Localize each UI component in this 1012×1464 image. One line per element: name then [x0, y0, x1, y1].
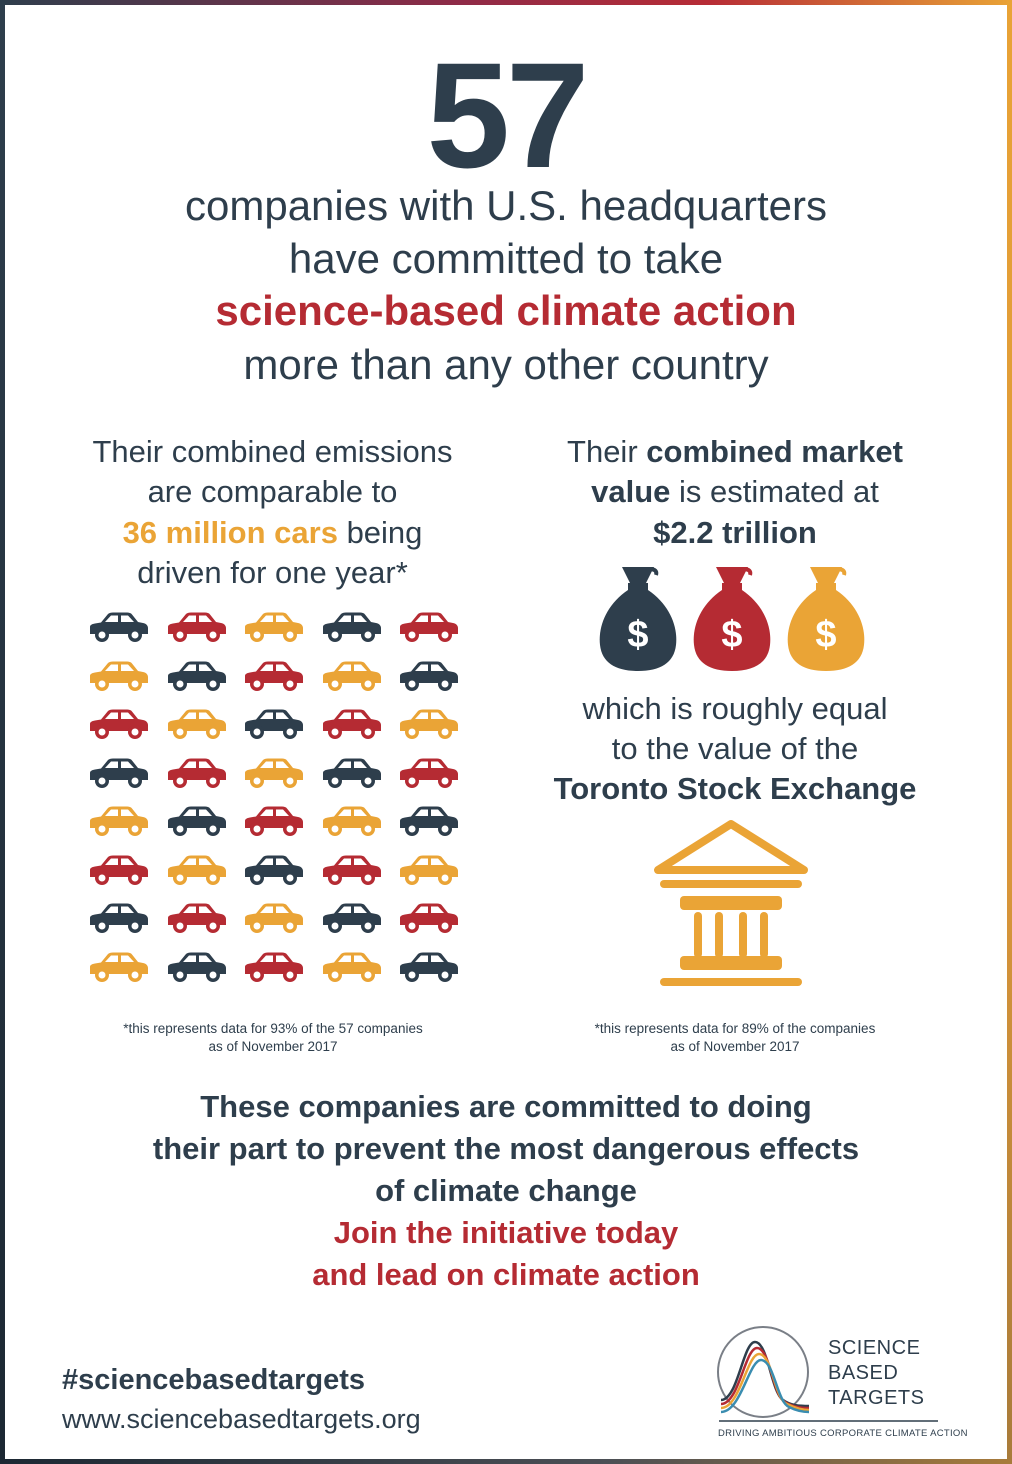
car-icon: [245, 758, 303, 788]
car-icon: [322, 612, 381, 642]
car-icon: [90, 903, 148, 933]
car-icon: [245, 855, 303, 885]
money-bag-icon: $: [787, 567, 865, 671]
market-footnote: *this represents data for 89% of the com…: [560, 1020, 910, 1056]
car-icon: [167, 661, 226, 691]
car-icon: [167, 758, 226, 788]
car-icon: [90, 661, 148, 691]
car-icon: [400, 903, 458, 933]
market-line1-bold: combined market: [646, 434, 903, 469]
emissions-line3-rest: being: [337, 515, 423, 550]
stock-exchange-building-icon: [654, 820, 808, 986]
car-icon: [167, 709, 226, 739]
cta-line1: Join the initiative today: [333, 1215, 679, 1250]
car-icon: [90, 612, 148, 642]
market-line1: Their combined market: [525, 432, 945, 472]
market-equal-line2: to the value of the: [611, 731, 859, 766]
logo-line2: BASED: [828, 1362, 899, 1384]
emissions-footnote: *this represents data for 93% of the 57 …: [88, 1020, 458, 1056]
car-icon: [167, 806, 226, 836]
car-icon: [245, 709, 303, 739]
car-icon: [90, 709, 148, 739]
headline-line4: more than any other country: [243, 341, 769, 388]
car-icon: [167, 952, 226, 982]
headline-number: 57: [426, 31, 590, 199]
closing-line2: their part to prevent the most dangerous…: [152, 1131, 860, 1166]
logo-tagline: DRIVING AMBITIOUS CORPORATE CLIMATE ACTI…: [718, 1428, 968, 1439]
emissions-footnote-line1: *this represents data for 93% of the 57 …: [123, 1021, 423, 1036]
money-bag-icon: $: [693, 567, 771, 671]
closing-line3: of climate change: [375, 1173, 637, 1208]
market-line2: value is estimated at: [525, 472, 945, 512]
car-icon: [400, 661, 458, 691]
car-icon: [322, 709, 381, 739]
car-icon: [245, 806, 303, 836]
car-icon: [400, 758, 458, 788]
car-icon: [245, 661, 303, 691]
logo-wordmark: SCIENCE BASED TARGETS: [828, 1336, 924, 1411]
car-icon: [245, 612, 303, 642]
logo-line1: SCIENCE: [828, 1337, 921, 1359]
car-icon: [90, 855, 148, 885]
frame-border-left: [0, 0, 5, 1464]
frame-border-bottom: [0, 1459, 1012, 1464]
frame-border-top: [0, 0, 1012, 5]
market-line2-rest: is estimated at: [670, 474, 879, 509]
emissions-line2: are comparable to: [147, 474, 398, 509]
market-line2-bold: value: [591, 474, 671, 509]
car-icon: [322, 661, 381, 691]
car-icon: [245, 903, 303, 933]
market-equal-line1: which is roughly equal: [582, 691, 888, 726]
car-icon: [322, 806, 381, 836]
headline-line2: have committed to take: [288, 235, 724, 282]
car-icon: [90, 806, 148, 836]
car-icon: [400, 709, 458, 739]
cta-line2: and lead on climate action: [312, 1257, 700, 1292]
logo-line3: TARGETS: [828, 1387, 925, 1409]
science-based-targets-logo: [717, 1326, 938, 1422]
market-footnote-line1: *this represents data for 89% of the com…: [594, 1021, 876, 1036]
emissions-line4: driven for one year*: [137, 555, 408, 590]
market-line1-prefix: Their: [567, 434, 647, 469]
market-amount: $2.2 trillion: [653, 515, 817, 550]
closing-line1: These companies are committed to doing: [200, 1089, 812, 1124]
car-icon: [322, 903, 381, 933]
svg-text:$: $: [815, 614, 836, 656]
market-exchange: Toronto Stock Exchange: [553, 771, 917, 806]
frame-border-right: [1007, 0, 1012, 1464]
car-icon: [400, 612, 458, 642]
car-icon: [322, 952, 381, 982]
car-icon: [167, 612, 226, 642]
emissions-highlight: 36 million cars: [122, 515, 338, 550]
emissions-footnote-line2: as of November 2017: [208, 1039, 338, 1054]
car-icon: [245, 952, 303, 982]
car-icon: [167, 903, 226, 933]
headline-line1: companies with U.S. headquarters: [185, 182, 827, 229]
money-bags: $ $ $: [598, 565, 868, 673]
headline-highlight: science-based climate action: [215, 287, 797, 334]
emissions-line3: 36 million cars being: [60, 513, 485, 553]
car-icon: [167, 855, 226, 885]
svg-text:$: $: [721, 614, 742, 656]
car-icon: [400, 952, 458, 982]
car-icon: [322, 855, 381, 885]
car-icon: [90, 758, 148, 788]
car-icon: [400, 855, 458, 885]
car-icon: [400, 806, 458, 836]
website-url[interactable]: www.sciencebasedtargets.org: [62, 1404, 421, 1434]
car-icon: [322, 758, 381, 788]
emissions-line1: Their combined emissions: [92, 434, 453, 469]
money-bag-icon: $: [599, 567, 677, 671]
svg-text:$: $: [627, 614, 648, 656]
hashtag: #sciencebasedtargets: [62, 1364, 366, 1396]
market-footnote-line2: as of November 2017: [670, 1039, 800, 1054]
car-icon: [90, 952, 148, 982]
